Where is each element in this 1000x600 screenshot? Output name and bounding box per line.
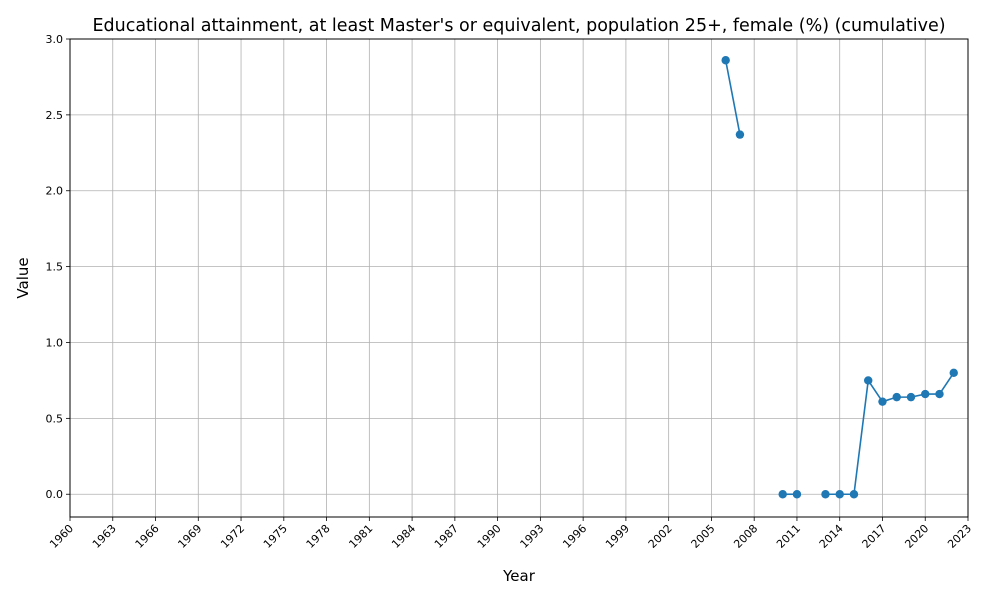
chart-title: Educational attainment, at least Master'… [92,16,945,36]
x-tick-label: 2002 [646,522,675,551]
plot-frame [69,38,969,518]
data-point [906,392,916,402]
y-tick-label: 0.0 [46,488,64,501]
y-tick-label: 2.5 [46,109,64,122]
x-tick-label: 1972 [218,522,247,551]
x-axis: 1960 1963 1966 1969 1972 1975 1978 1981 1984 1987… [47,517,974,551]
x-tick-label: 2023 [945,522,974,551]
x-tick-label: 1981 [346,522,375,551]
y-tick-label: 0.5 [46,412,64,425]
y-tick-label: 3.0 [46,33,64,46]
x-tick-label: 1999 [603,522,632,551]
x-tick-label: 1969 [175,522,204,551]
x-tick-label: 1963 [90,522,119,551]
x-tick-label: 1975 [261,522,290,551]
data-point [921,389,930,399]
x-tick-label: 2020 [902,522,931,551]
data-point [821,490,830,499]
data-point [778,490,787,499]
y-axis-label: Value [14,257,32,298]
x-tick-label: 1993 [518,522,547,551]
x-tick-label: 1996 [560,522,589,551]
data-point [878,397,887,406]
data-point [935,389,944,399]
x-tick-label: 2011 [774,522,803,551]
data-points [721,56,958,499]
x-tick-label: 2005 [689,522,718,551]
x-tick-label: 2014 [817,522,846,551]
x-tick-label: 2017 [860,522,889,551]
data-point [849,490,859,499]
x-tick-label: 2008 [731,522,760,551]
x-axis-label: Year [502,567,536,585]
x-tick-label: 1978 [304,522,333,551]
y-axis: 0.0 0.5 1.0 1.5 2.0 2.5 3.0 [46,33,70,501]
x-tick-label: 1987 [432,522,461,551]
data-point [835,490,844,499]
data-point [892,392,901,402]
y-tick-label: 2.0 [46,185,64,198]
data-point [864,376,873,385]
x-tick-label: 1960 [47,522,76,551]
series-segment [825,372,955,496]
x-tick-label: 1984 [389,522,418,551]
data-point [721,56,730,65]
data-point [949,368,958,378]
y-tick-label: 1.0 [46,336,64,349]
x-tick-label: 1990 [475,522,504,551]
data-point [735,130,745,139]
y-tick-label: 1.5 [46,261,64,274]
series-segment [724,60,741,135]
data-point [792,490,802,499]
x-tick-label: 1966 [133,522,162,551]
grid [69,38,969,517]
